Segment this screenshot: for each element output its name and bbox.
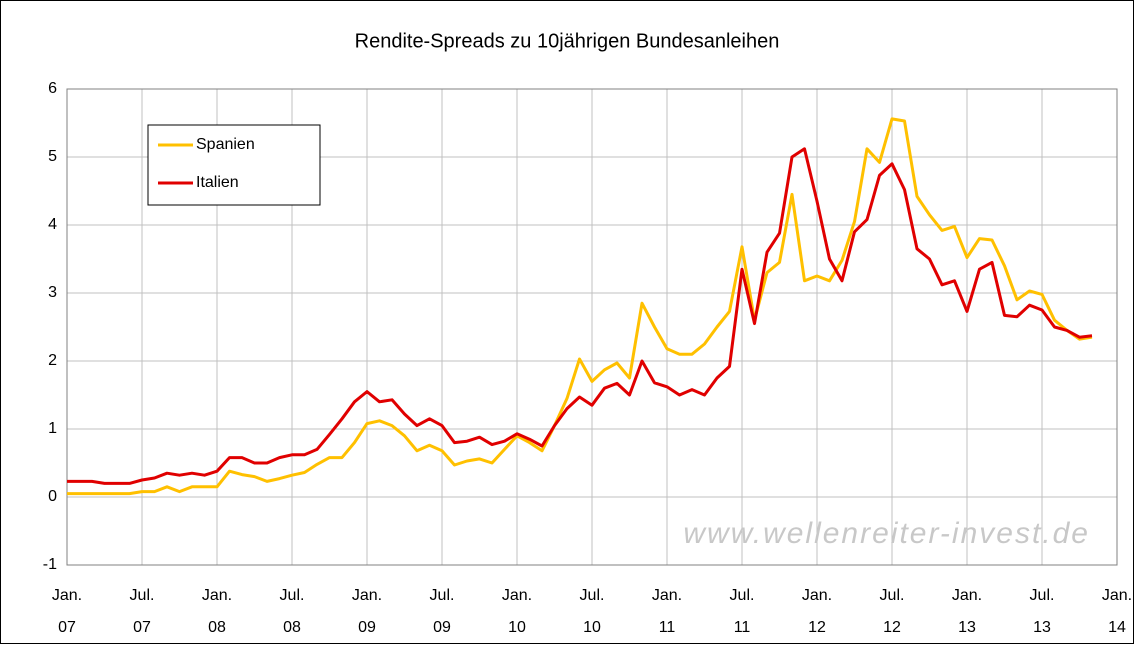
- x-tick-label: Jul.: [430, 587, 455, 604]
- x-tick-label: 09: [433, 619, 451, 636]
- y-tick-label: -1: [43, 556, 57, 573]
- x-tick-label: 08: [208, 619, 226, 636]
- x-tick-label: 10: [508, 619, 526, 636]
- x-tick-label: 07: [58, 619, 76, 636]
- x-tick-label: Jul.: [1030, 587, 1055, 604]
- x-tick-label: Jan.: [502, 587, 532, 604]
- x-tick-label: Jul.: [280, 587, 305, 604]
- line-series: [67, 117, 1093, 496]
- x-tick-label: 13: [1033, 619, 1051, 636]
- y-tick-label: 3: [48, 284, 57, 301]
- x-tick-label: 09: [358, 619, 376, 636]
- y-tick-label: 1: [48, 420, 57, 437]
- watermark: www.wellenreiter-invest.de: [683, 517, 1090, 550]
- x-tick-label: Jul.: [130, 587, 155, 604]
- x-tick-label: Jul.: [730, 587, 755, 604]
- x-tick-label: 14: [1108, 619, 1126, 636]
- x-tick-label: Jan.: [802, 587, 832, 604]
- legend-label: Italien: [196, 174, 239, 191]
- x-tick-label: 11: [659, 619, 676, 636]
- x-tick-label: Jan.: [1102, 587, 1132, 604]
- y-tick-label: 2: [48, 352, 57, 369]
- legend-label: Spanien: [196, 136, 255, 153]
- x-tick-label: Jan.: [952, 587, 982, 604]
- y-tick-label: 5: [48, 148, 57, 165]
- x-tick-label: 11: [734, 619, 751, 636]
- x-tick-label: Jan.: [652, 587, 682, 604]
- y-tick-label: 0: [48, 488, 57, 505]
- plot-border: [66, 88, 1118, 566]
- x-tick-label: 13: [958, 619, 976, 636]
- x-tick-label: 10: [583, 619, 601, 636]
- line-series: [67, 147, 1093, 485]
- x-tick-label: 08: [283, 619, 301, 636]
- y-tick-label: 4: [48, 216, 57, 233]
- x-tick-label: Jul.: [580, 587, 605, 604]
- legend-box: [147, 124, 321, 206]
- x-tick-label: 12: [808, 619, 826, 636]
- chart-title: Rendite-Spreads zu 10jährigen Bundesanle…: [355, 30, 780, 52]
- x-tick-label: Jan.: [352, 587, 382, 604]
- x-tick-label: Jul.: [880, 587, 905, 604]
- x-tick-label: 12: [883, 619, 901, 636]
- x-tick-label: Jan.: [52, 587, 82, 604]
- y-tick-label: 6: [48, 80, 57, 97]
- x-tick-label: 07: [133, 619, 151, 636]
- x-tick-label: Jan.: [202, 587, 232, 604]
